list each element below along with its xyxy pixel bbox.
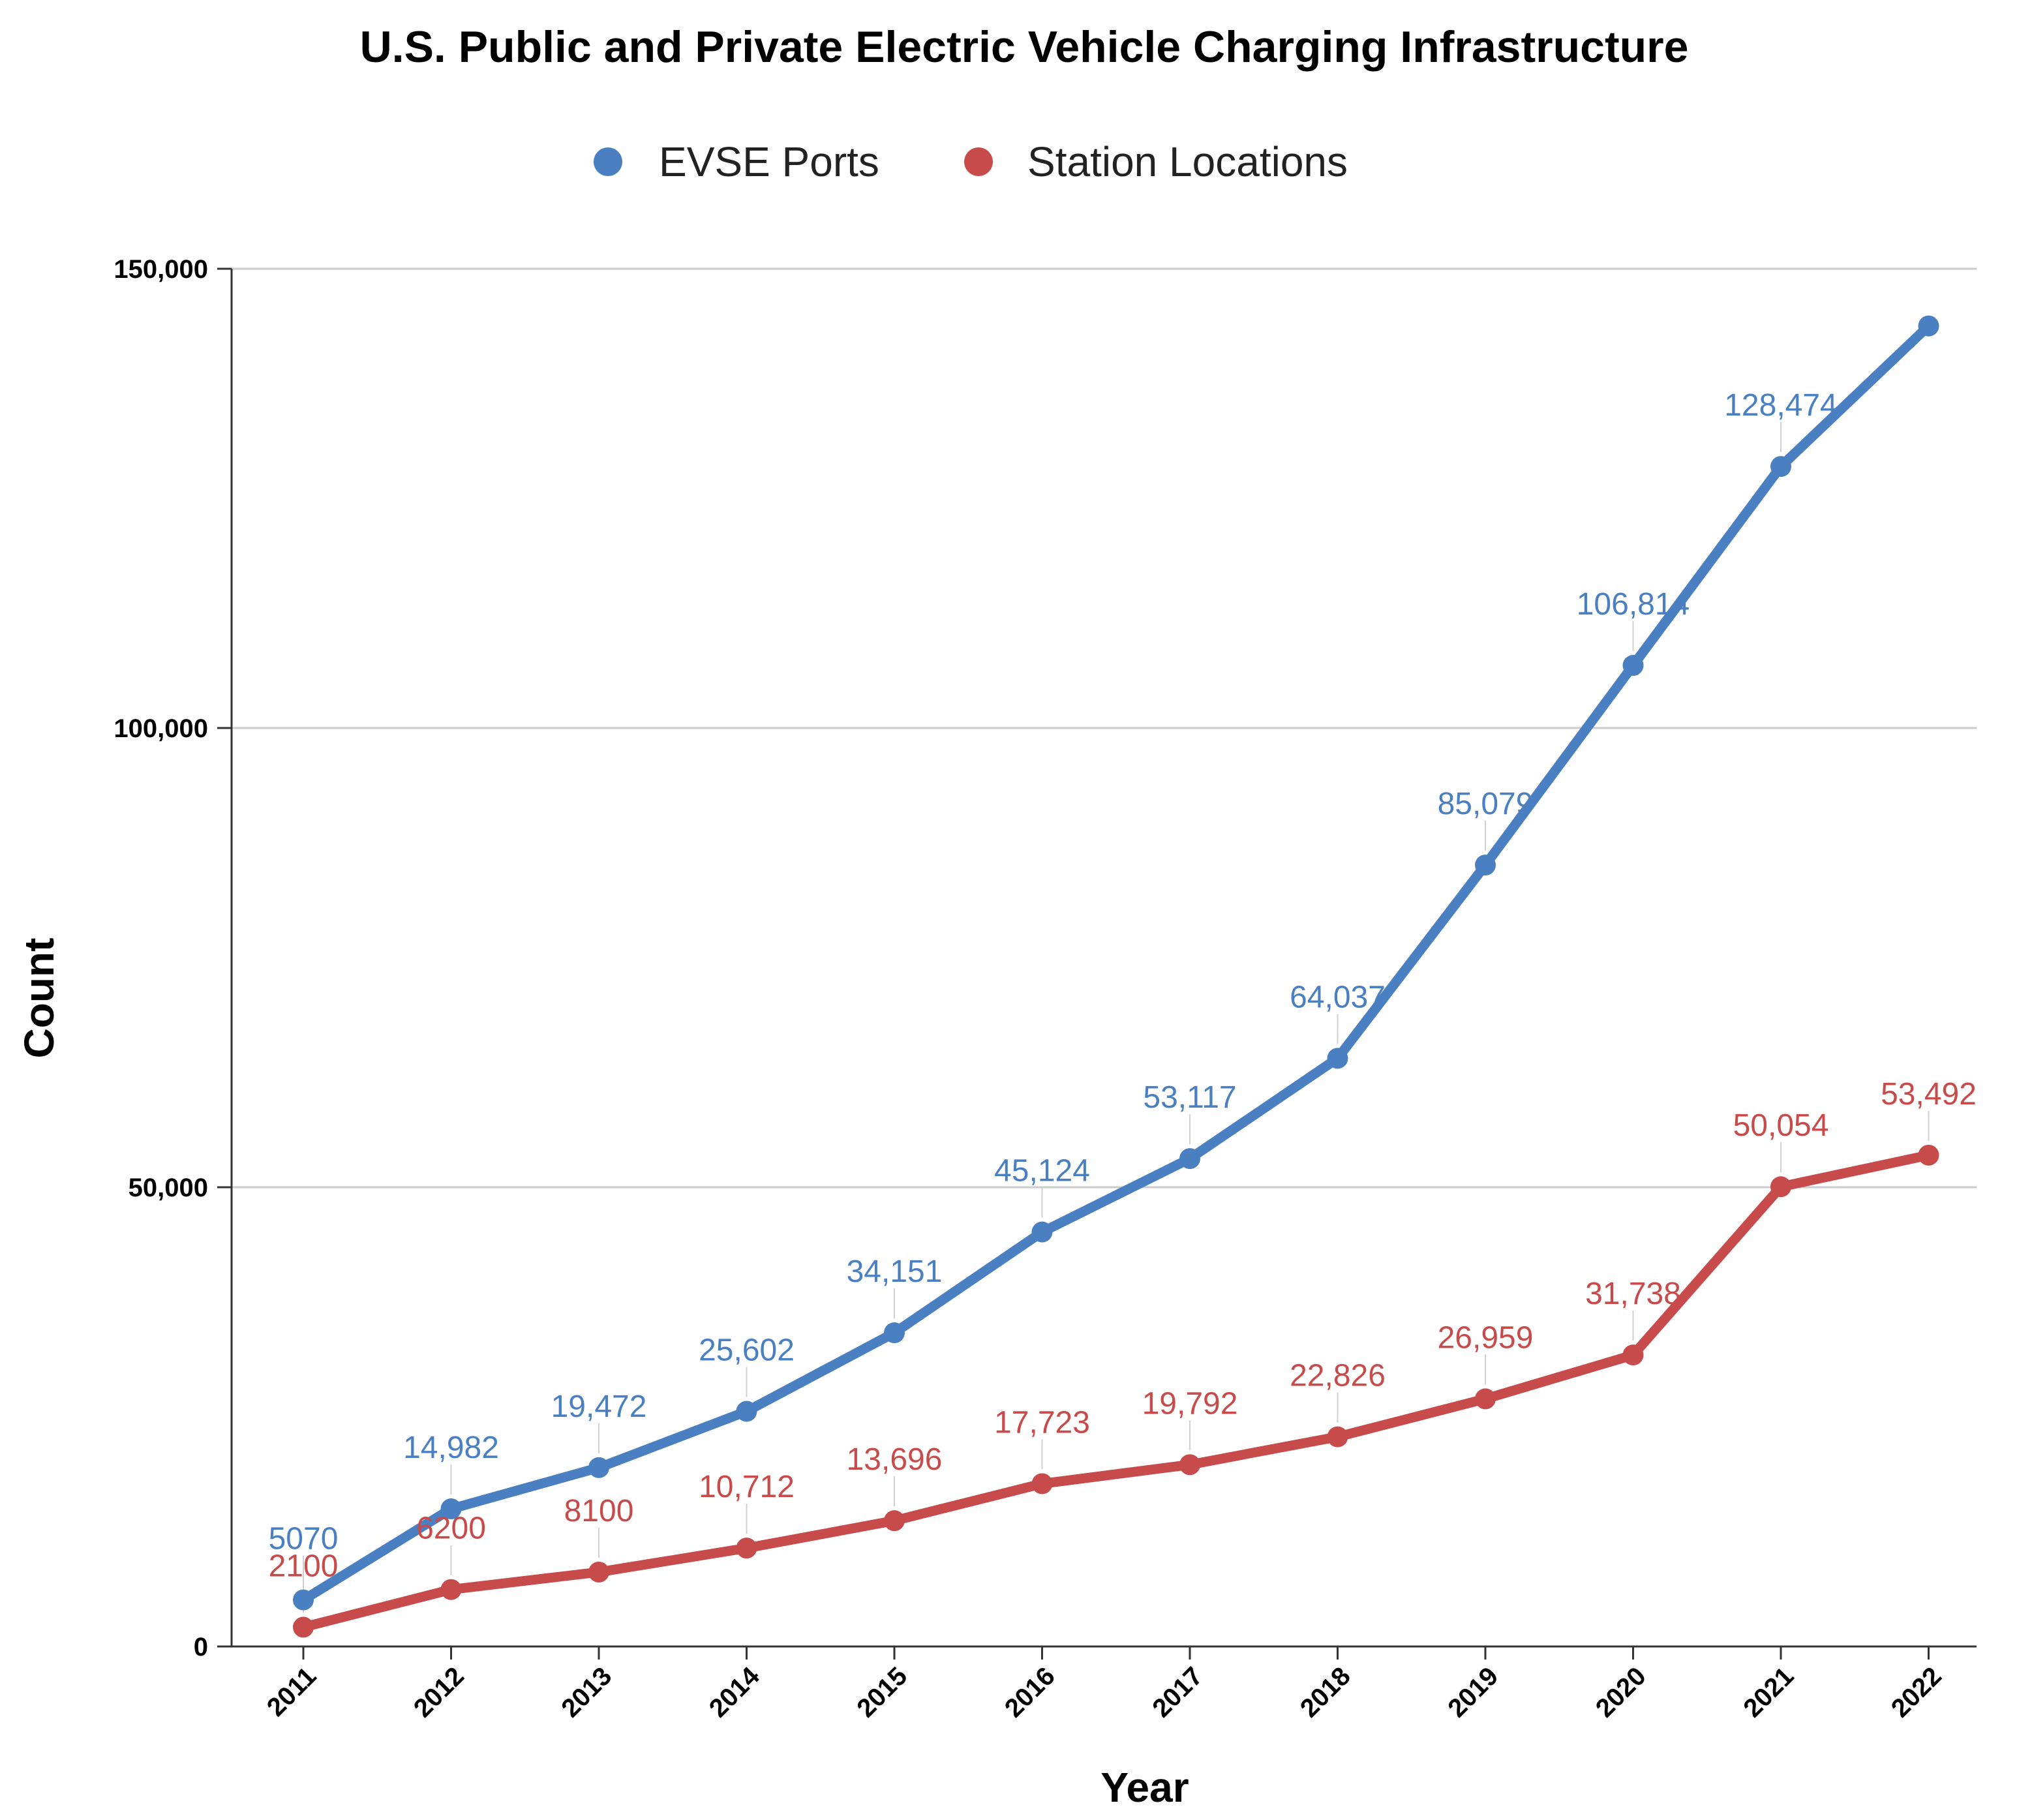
data-label-station-locations-2016: 17,723 [994, 1405, 1090, 1440]
data-label-evse-ports-2012: 14,982 [403, 1431, 499, 1465]
data-point-station-locations-2013 [588, 1561, 609, 1583]
data-point-station-locations-2017 [1179, 1454, 1200, 1476]
data-point-evse-ports-2020 [1622, 655, 1644, 676]
data-label-station-locations-2019: 26,959 [1438, 1320, 1534, 1355]
data-label-station-locations-2015: 13,696 [847, 1442, 943, 1477]
data-point-evse-ports-2011 [293, 1589, 314, 1611]
x-tick-label-2022: 2022 [1886, 1661, 1947, 1723]
x-tick-label-2019: 2019 [1442, 1661, 1504, 1723]
data-label-evse-ports-2011: 5070 [269, 1522, 339, 1556]
legend-label-station-locations: Station Locations [1027, 138, 1348, 185]
label-leaders [303, 422, 1930, 1613]
data-label-station-locations-2012: 6200 [416, 1511, 486, 1546]
data-point-station-locations-2021 [1770, 1176, 1791, 1198]
data-point-station-locations-2020 [1622, 1344, 1644, 1366]
data-point-evse-ports-2013 [588, 1457, 609, 1478]
legend-marker-evse-ports [594, 147, 622, 176]
data-point-evse-ports-2021 [1770, 456, 1791, 478]
data-label-evse-ports-2015: 34,151 [847, 1254, 943, 1289]
y-axis-ticks: 0 50,000 100,000 150,000 [114, 255, 232, 1661]
x-tick-label-2017: 2017 [1147, 1661, 1208, 1723]
data-point-evse-ports-2012 [440, 1498, 462, 1520]
x-axis-title: Year [1100, 1764, 1189, 1811]
data-point-evse-ports-2016 [1031, 1221, 1053, 1243]
x-tick-label-2018: 2018 [1295, 1661, 1356, 1723]
legend-label-evse-ports: EVSE Ports [659, 138, 879, 185]
data-point-evse-ports-2017 [1179, 1148, 1200, 1170]
data-label-evse-ports-2017: 53,117 [1143, 1080, 1236, 1115]
x-tick-label-2013: 2013 [556, 1661, 617, 1723]
y-tick-label-150000: 150,000 [114, 255, 208, 284]
data-label-station-locations-2018: 22,826 [1290, 1359, 1386, 1393]
gridlines [232, 267, 1977, 1189]
y-axis-title: Count [16, 938, 63, 1059]
x-tick-label-2014: 2014 [704, 1661, 766, 1723]
data-label-station-locations-2011: 2100 [269, 1549, 339, 1583]
legend-marker-station-locations [964, 147, 993, 176]
data-label-station-locations-2017: 19,792 [1142, 1386, 1238, 1421]
legend: EVSE Ports Station Locations [594, 138, 1348, 185]
series-points [293, 315, 1939, 1638]
data-label-evse-ports-2018: 64,037 [1290, 980, 1386, 1014]
y-tick-label-50000: 50,000 [129, 1174, 208, 1202]
data-label-station-locations-2022: 53,492 [1881, 1077, 1977, 1112]
x-tick-label-2015: 2015 [851, 1661, 913, 1723]
axes [230, 269, 1977, 1648]
data-point-evse-ports-2022 [1918, 315, 1939, 337]
data-point-station-locations-2019 [1475, 1388, 1496, 1410]
data-label-station-locations-2021: 50,054 [1733, 1108, 1829, 1143]
y-tick-label-100000: 100,000 [114, 714, 208, 743]
series-line-station-locations [298, 1150, 1934, 1632]
data-label-evse-ports-2014: 25,602 [699, 1333, 795, 1368]
x-axis-ticks: 2011 2012 2013 2014 2015 2016 2017 2018 2019 2020… [262, 1646, 1947, 1723]
data-point-station-locations-2022 [1918, 1144, 1939, 1166]
data-label-station-locations-2020: 31,738 [1585, 1277, 1681, 1311]
data-point-station-locations-2015 [884, 1510, 905, 1532]
chart-title: U.S. Public and Private Electric Vehicle… [360, 22, 1689, 72]
data-point-evse-ports-2018 [1327, 1048, 1348, 1069]
data-point-station-locations-2016 [1031, 1473, 1053, 1494]
data-label-evse-ports-2019: 85,079 [1438, 787, 1534, 821]
data-point-station-locations-2011 [293, 1616, 314, 1638]
data-labels: 5070 14,982 19,472 25,602 34,151 45,124 53,117… [269, 388, 1977, 1583]
series-line-evse-ports [298, 321, 1934, 1605]
data-label-station-locations-2014: 10,712 [699, 1470, 795, 1504]
data-point-evse-ports-2019 [1475, 855, 1496, 876]
x-tick-label-2012: 2012 [408, 1661, 470, 1723]
data-point-station-locations-2012 [440, 1579, 462, 1600]
x-tick-label-2020: 2020 [1590, 1661, 1652, 1723]
data-label-station-locations-2013: 8100 [564, 1494, 634, 1528]
series-lines [298, 321, 1934, 1632]
data-point-station-locations-2014 [736, 1538, 757, 1559]
x-tick-label-2021: 2021 [1738, 1661, 1799, 1723]
x-tick-label-2011: 2011 [262, 1661, 322, 1721]
data-label-evse-ports-2020: 106,814 [1577, 587, 1690, 622]
y-tick-label-0: 0 [194, 1633, 208, 1661]
data-point-evse-ports-2015 [884, 1322, 905, 1344]
x-tick-label-2016: 2016 [999, 1661, 1061, 1723]
data-point-evse-ports-2014 [736, 1401, 757, 1422]
data-label-evse-ports-2016: 45,124 [994, 1154, 1090, 1189]
data-point-station-locations-2018 [1327, 1426, 1348, 1448]
data-label-evse-ports-2013: 19,472 [551, 1389, 647, 1424]
data-label-evse-ports-2021: 128,474 [1724, 388, 1838, 423]
